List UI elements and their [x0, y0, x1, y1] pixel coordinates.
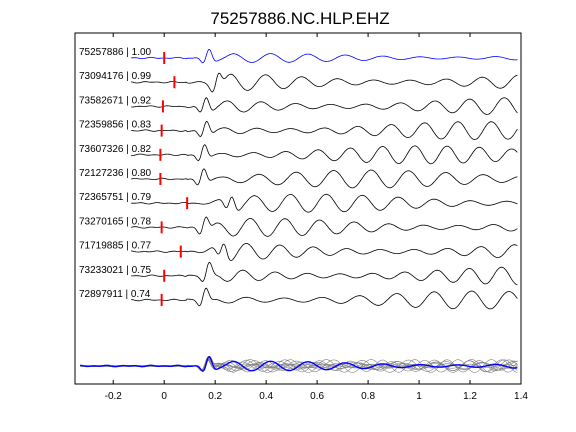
x-tick-label-0: -0.2 — [105, 391, 123, 402]
trace-line-0 — [131, 48, 518, 64]
trace-label-6: 72365751 | 0.79 — [79, 192, 152, 203]
trace-label-1: 73094176 | 0.99 — [79, 71, 152, 82]
x-tick-label-4: 0.6 — [310, 391, 324, 402]
trace-line-7 — [131, 216, 518, 237]
trace-label-5: 72127236 | 0.80 — [79, 168, 152, 179]
trace-line-8 — [131, 242, 518, 262]
stack-trace-group — [80, 355, 518, 373]
trace-line-5 — [131, 168, 518, 189]
x-tick-label-1: 0 — [161, 391, 167, 402]
x-tick-label-5: 0.8 — [361, 391, 375, 402]
x-tick-label-7: 1.2 — [463, 391, 477, 402]
x-tick-label-8: 1.4 — [514, 391, 528, 402]
trace-label-9: 73233021 | 0.75 — [79, 265, 152, 276]
trace-label-8: 71719885 | 0.77 — [79, 241, 152, 252]
trace-label-0: 75257886 | 1.00 — [79, 47, 152, 58]
trace-line-9 — [131, 261, 518, 286]
plot-frame — [74, 32, 522, 385]
x-tick-label-2: 0.2 — [208, 391, 222, 402]
trace-label-2: 73582671 | 0.92 — [79, 95, 152, 106]
trace-line-10 — [131, 287, 518, 310]
stack-reference-line — [80, 356, 518, 372]
trace-line-4 — [131, 144, 518, 165]
x-tick-label-6: 1 — [416, 391, 422, 402]
trace-group: 75257886 | 1.00 73094176 | 0.99 73582671 |… — [79, 47, 518, 310]
trace-line-2 — [131, 97, 518, 115]
trace-line-1 — [131, 72, 518, 93]
trace-line-3 — [131, 120, 518, 141]
x-tick-label-3: 0.4 — [259, 391, 273, 402]
x-axis: -0.2 0 0.2 0.4 0.6 0.8 1 1.2 1.4 — [105, 33, 528, 402]
trace-label-7: 73270165 | 0.78 — [79, 216, 152, 227]
trace-label-4: 73607326 | 0.82 — [79, 144, 152, 155]
chart-title: 75257886.NC.HLP.EHZ — [210, 9, 389, 28]
trace-label-3: 72359856 | 0.83 — [79, 120, 152, 131]
trace-label-10: 72897911 | 0.74 — [79, 289, 151, 300]
trace-line-6 — [131, 193, 518, 213]
